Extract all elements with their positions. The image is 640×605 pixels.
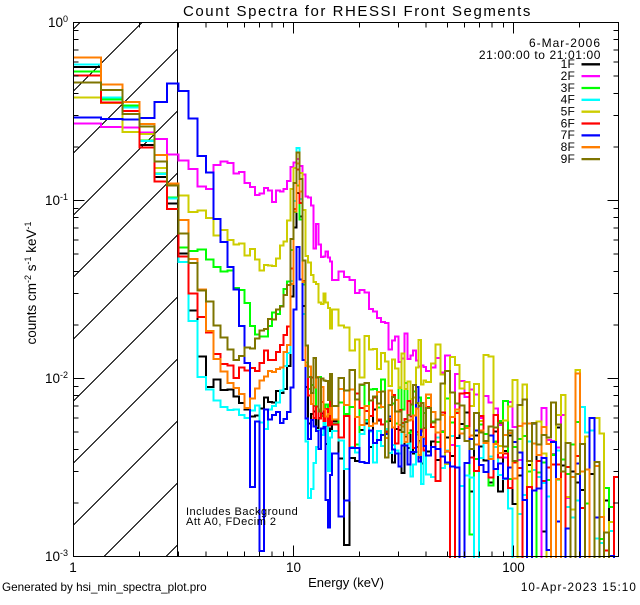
svg-text:Includes Background: Includes Background bbox=[186, 506, 298, 518]
svg-text:3F: 3F bbox=[561, 81, 575, 95]
svg-text:6-Mar-2006: 6-Mar-2006 bbox=[529, 36, 601, 50]
svg-text:Count Spectra for RHESSI Front: Count Spectra for RHESSI Front Segments bbox=[183, 3, 532, 20]
svg-text:1: 1 bbox=[69, 560, 77, 575]
svg-text:5F: 5F bbox=[561, 105, 575, 119]
svg-text:8F: 8F bbox=[561, 140, 575, 154]
svg-text:1F: 1F bbox=[561, 57, 575, 71]
svg-text:6F: 6F bbox=[561, 116, 575, 130]
svg-text:9F: 9F bbox=[561, 152, 575, 166]
svg-text:21:00:00 to 21:01:00: 21:00:00 to 21:01:00 bbox=[479, 48, 601, 62]
svg-text:10: 10 bbox=[286, 560, 301, 575]
svg-text:counts cm-2 s-1 keV-1: counts cm-2 s-1 keV-1 bbox=[23, 221, 39, 344]
svg-text:7F: 7F bbox=[561, 128, 575, 142]
svg-text:Att A0, FDecim 2: Att A0, FDecim 2 bbox=[186, 516, 277, 528]
svg-text:Energy (keV): Energy (keV) bbox=[308, 575, 384, 590]
svg-text:10-Apr-2023 15:10: 10-Apr-2023 15:10 bbox=[521, 581, 637, 594]
svg-text:4F: 4F bbox=[561, 93, 575, 107]
svg-text:2F: 2F bbox=[561, 69, 575, 83]
svg-text:100: 100 bbox=[502, 560, 525, 575]
svg-text:Generated by hsi_min_spectra_p: Generated by hsi_min_spectra_plot.pro bbox=[2, 581, 207, 594]
